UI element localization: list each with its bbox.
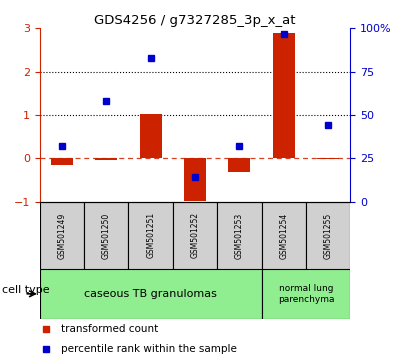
- Text: GSM501250: GSM501250: [102, 212, 111, 258]
- Text: percentile rank within the sample: percentile rank within the sample: [61, 344, 237, 354]
- Text: GSM501249: GSM501249: [57, 212, 66, 258]
- Text: GSM501252: GSM501252: [191, 212, 199, 258]
- Bar: [261, 202, 306, 269]
- Bar: [273, 33, 295, 159]
- Text: normal lung
parenchyma: normal lung parenchyma: [278, 284, 334, 304]
- Bar: [261, 269, 350, 319]
- Text: transformed count: transformed count: [61, 324, 159, 334]
- Title: GDS4256 / g7327285_3p_x_at: GDS4256 / g7327285_3p_x_at: [94, 14, 296, 27]
- Bar: [184, 159, 206, 201]
- Text: GSM501254: GSM501254: [279, 212, 288, 258]
- Text: GSM501253: GSM501253: [235, 212, 244, 258]
- Text: caseous TB granulomas: caseous TB granulomas: [84, 289, 217, 299]
- Text: GSM501255: GSM501255: [324, 212, 333, 258]
- Text: GSM501251: GSM501251: [146, 212, 155, 258]
- Bar: [306, 202, 350, 269]
- Bar: [140, 114, 162, 159]
- Bar: [228, 159, 250, 172]
- Bar: [173, 202, 217, 269]
- Bar: [40, 202, 84, 269]
- Bar: [40, 269, 261, 319]
- Bar: [95, 159, 117, 160]
- Bar: [129, 202, 173, 269]
- Bar: [84, 202, 129, 269]
- Bar: [51, 159, 73, 165]
- Text: cell type: cell type: [2, 285, 50, 295]
- Bar: [217, 202, 261, 269]
